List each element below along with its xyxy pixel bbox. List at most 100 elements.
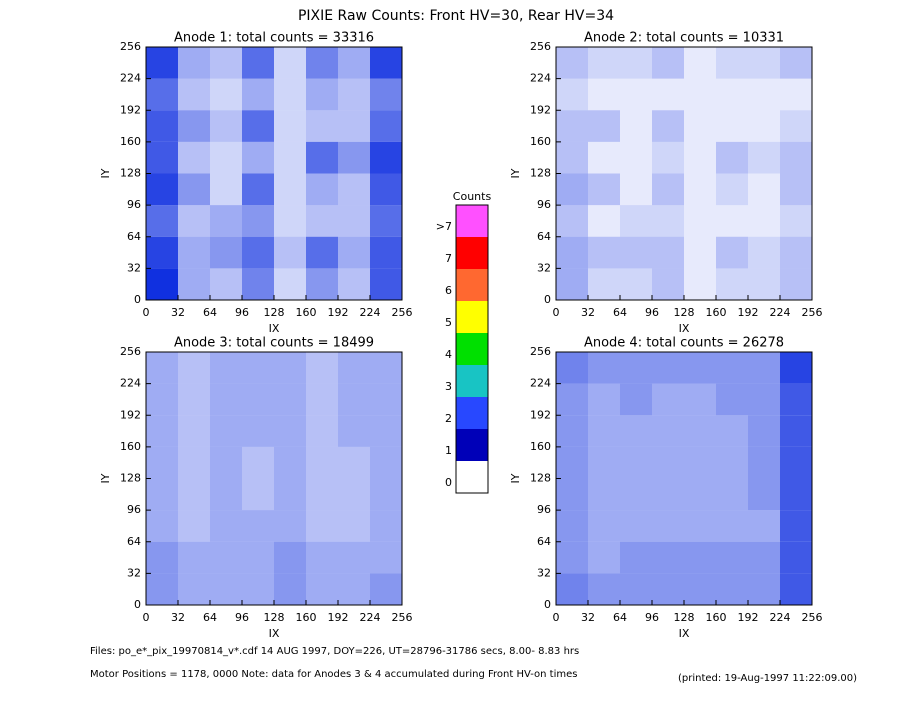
heat-cell bbox=[146, 415, 178, 447]
heat-cell bbox=[338, 236, 370, 269]
colorbar-label: 2 bbox=[445, 412, 452, 425]
x-tick-label: 32 bbox=[171, 611, 185, 624]
heat-cell bbox=[274, 47, 306, 79]
heat-cell bbox=[684, 541, 716, 574]
heat-cell bbox=[370, 78, 402, 111]
heat-cell bbox=[780, 478, 812, 511]
x-tick-label: 224 bbox=[770, 611, 791, 624]
x-tick-label: 0 bbox=[553, 611, 560, 624]
y-tick-label: 96 bbox=[127, 198, 141, 211]
heat-cell bbox=[588, 205, 620, 237]
colorbar-label: 7 bbox=[445, 252, 452, 265]
heat-cell bbox=[652, 236, 684, 269]
heat-cell bbox=[652, 383, 684, 416]
heat-cell bbox=[588, 173, 620, 206]
colorbar-label: 3 bbox=[445, 380, 452, 393]
heat-cell bbox=[556, 446, 588, 479]
heat-cell bbox=[210, 415, 242, 447]
x-tick-label: 0 bbox=[143, 611, 150, 624]
heat-cell bbox=[242, 383, 274, 416]
y-tick-label: 0 bbox=[544, 293, 551, 306]
heat-cell bbox=[620, 268, 652, 300]
panel-title: Anode 1: total counts = 33316 bbox=[174, 31, 374, 46]
heat-cell bbox=[338, 110, 370, 142]
x-tick-label: 0 bbox=[143, 306, 150, 319]
heat-cell bbox=[178, 173, 210, 206]
x-tick-label: 96 bbox=[645, 306, 659, 319]
heat-cell bbox=[338, 78, 370, 111]
heat-cell bbox=[716, 478, 748, 511]
heat-cell bbox=[210, 478, 242, 511]
heat-cell bbox=[652, 141, 684, 174]
y-tick-label: 96 bbox=[537, 503, 551, 516]
heat-cell bbox=[370, 236, 402, 269]
heat-cell bbox=[684, 446, 716, 479]
heat-cell bbox=[652, 573, 684, 605]
colorbar-box bbox=[456, 429, 488, 461]
heat-cell bbox=[274, 78, 306, 111]
heat-cell bbox=[370, 383, 402, 416]
heat-cell bbox=[716, 573, 748, 605]
heat-cell bbox=[178, 236, 210, 269]
x-tick-label: 160 bbox=[296, 611, 317, 624]
heat-cell bbox=[146, 268, 178, 300]
heat-cell bbox=[178, 205, 210, 237]
heat-cell bbox=[652, 47, 684, 79]
heat-cell bbox=[716, 141, 748, 174]
heat-cell bbox=[178, 78, 210, 111]
panel-title: Anode 2: total counts = 10331 bbox=[584, 31, 784, 46]
heat-cell bbox=[306, 268, 338, 300]
heat-cell bbox=[210, 446, 242, 479]
heat-cell bbox=[556, 573, 588, 605]
heat-cell bbox=[780, 205, 812, 237]
colorbar-box bbox=[456, 301, 488, 333]
heat-cell bbox=[242, 446, 274, 479]
heat-cell bbox=[178, 268, 210, 300]
heat-cell bbox=[242, 236, 274, 269]
heat-cell bbox=[588, 415, 620, 447]
heat-cell bbox=[178, 541, 210, 574]
heat-cell bbox=[588, 573, 620, 605]
heat-cell bbox=[210, 205, 242, 237]
heat-cell bbox=[620, 78, 652, 111]
heat-cell bbox=[146, 47, 178, 79]
heat-cell bbox=[178, 415, 210, 447]
heat-cell bbox=[780, 446, 812, 479]
heat-cell bbox=[274, 173, 306, 206]
heat-cell bbox=[716, 352, 748, 384]
heat-cell bbox=[306, 478, 338, 511]
x-tick-label: 64 bbox=[203, 306, 217, 319]
x-tick-label: 32 bbox=[581, 306, 595, 319]
heat-cell bbox=[780, 415, 812, 447]
heat-cell bbox=[306, 78, 338, 111]
y-tick-label: 192 bbox=[120, 103, 141, 116]
heat-cell bbox=[588, 383, 620, 416]
y-tick-label: 128 bbox=[120, 472, 141, 485]
y-tick-label: 192 bbox=[530, 408, 551, 421]
x-tick-label: 32 bbox=[171, 306, 185, 319]
x-axis-label: IX bbox=[679, 627, 690, 640]
x-tick-label: 0 bbox=[553, 306, 560, 319]
heat-cell bbox=[274, 383, 306, 416]
heat-cell bbox=[146, 236, 178, 269]
heat-cell bbox=[338, 47, 370, 79]
heat-cell bbox=[684, 110, 716, 142]
heat-cell bbox=[684, 205, 716, 237]
heat-cell bbox=[242, 415, 274, 447]
colorbar-label: 0 bbox=[445, 476, 452, 489]
heat-cell bbox=[556, 383, 588, 416]
heat-cell bbox=[652, 110, 684, 142]
y-tick-label: 0 bbox=[544, 598, 551, 611]
y-tick-label: 64 bbox=[127, 230, 141, 243]
heat-cell bbox=[338, 173, 370, 206]
heat-cell bbox=[780, 78, 812, 111]
x-axis-label: IX bbox=[269, 322, 280, 335]
heat-cell bbox=[588, 236, 620, 269]
x-tick-label: 128 bbox=[264, 306, 285, 319]
heat-cell bbox=[716, 110, 748, 142]
heat-cell bbox=[242, 478, 274, 511]
heat-cell bbox=[146, 173, 178, 206]
y-tick-label: 160 bbox=[530, 440, 551, 453]
heat-cell bbox=[146, 383, 178, 416]
y-tick-label: 224 bbox=[120, 72, 141, 85]
